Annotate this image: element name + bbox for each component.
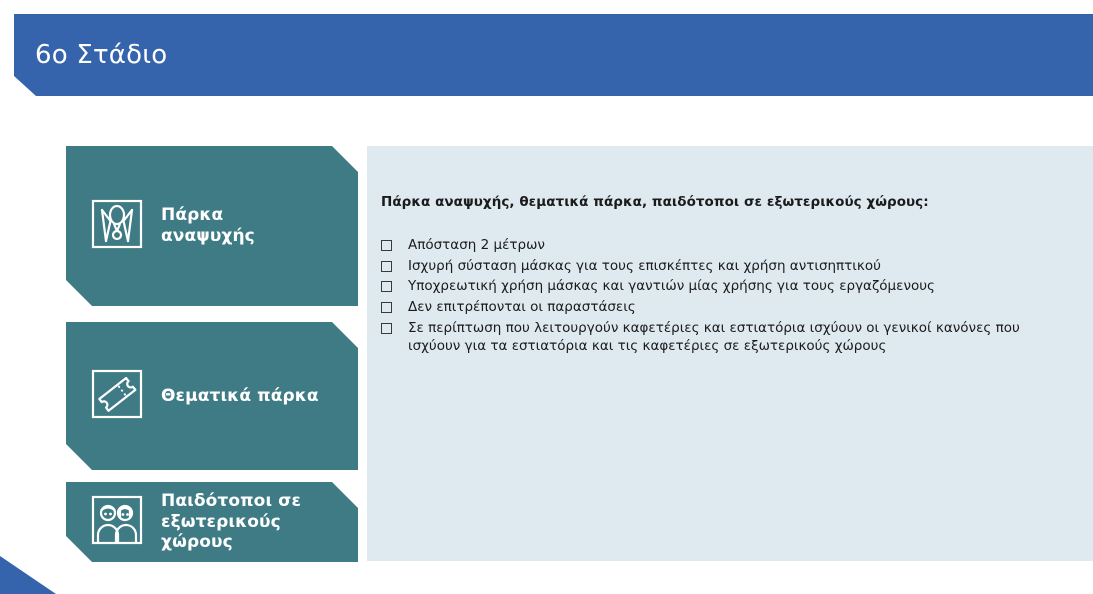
sidebar-card-parks[interactable]: Πάρκα αναψυχής bbox=[66, 146, 358, 306]
card-label-parks: Πάρκα αναψυχής bbox=[161, 205, 255, 246]
list-item: Σε περίπτωση που λειτουργούν καφετέριες … bbox=[381, 319, 1071, 356]
ticket-icon bbox=[89, 366, 145, 426]
list-item-text: Απόσταση 2 μέτρων bbox=[408, 237, 545, 253]
list-item-text: Σε περίπτωση που λειτουργούν καφετέριες … bbox=[408, 319, 1020, 355]
checkbox-square-icon bbox=[381, 301, 392, 313]
list-item: Ισχυρή σύσταση μάσκας για τους επισκέπτε… bbox=[381, 257, 1071, 276]
checkbox-square-icon bbox=[381, 281, 392, 293]
list-item: Υποχρεωτική χρήση μάσκας και γαντιών μία… bbox=[381, 277, 1071, 296]
checkbox-square-icon bbox=[381, 322, 392, 334]
content-panel: Πάρκα αναψυχής, θεματικά πάρκα, παιδότοπ… bbox=[367, 146, 1093, 561]
corner-triangle-decoration bbox=[0, 556, 56, 594]
sidebar-card-theme-parks[interactable]: Θεματικά πάρκα bbox=[66, 322, 358, 470]
checkbox-square-icon bbox=[381, 240, 392, 251]
list-item-text: Δεν επιτρέπονται οι παραστάσεις bbox=[408, 298, 636, 315]
content-heading: Πάρκα αναψυχής, θεματικά πάρκα, παιδότοπ… bbox=[381, 194, 929, 210]
amusement-ride-person-icon bbox=[89, 196, 145, 256]
header-banner: 6ο Στάδιο bbox=[14, 14, 1093, 96]
page-title: 6ο Στάδιο bbox=[35, 39, 168, 70]
card-label-theme-parks: Θεματικά πάρκα bbox=[161, 385, 319, 406]
list-item: Απόσταση 2 μέτρων bbox=[381, 236, 1071, 255]
requirements-list: Απόσταση 2 μέτρων Ισχυρή σύσταση μάσκας … bbox=[381, 236, 1071, 358]
two-children-icon bbox=[89, 492, 145, 552]
card-label-playgrounds: Παιδότοποι σε εξωτερικούς χώρους bbox=[161, 490, 302, 553]
list-item-text: Υποχρεωτική χρήση μάσκας και γαντιών μία… bbox=[408, 278, 935, 295]
list-item-text: Ισχυρή σύσταση μάσκας για τους επισκέπτε… bbox=[408, 257, 881, 274]
list-item: Δεν επιτρέπονται οι παραστάσεις bbox=[381, 298, 1071, 317]
sidebar-card-playgrounds[interactable]: Παιδότοποι σε εξωτερικούς χώρους bbox=[66, 482, 358, 562]
checkbox-square-icon bbox=[381, 260, 392, 272]
